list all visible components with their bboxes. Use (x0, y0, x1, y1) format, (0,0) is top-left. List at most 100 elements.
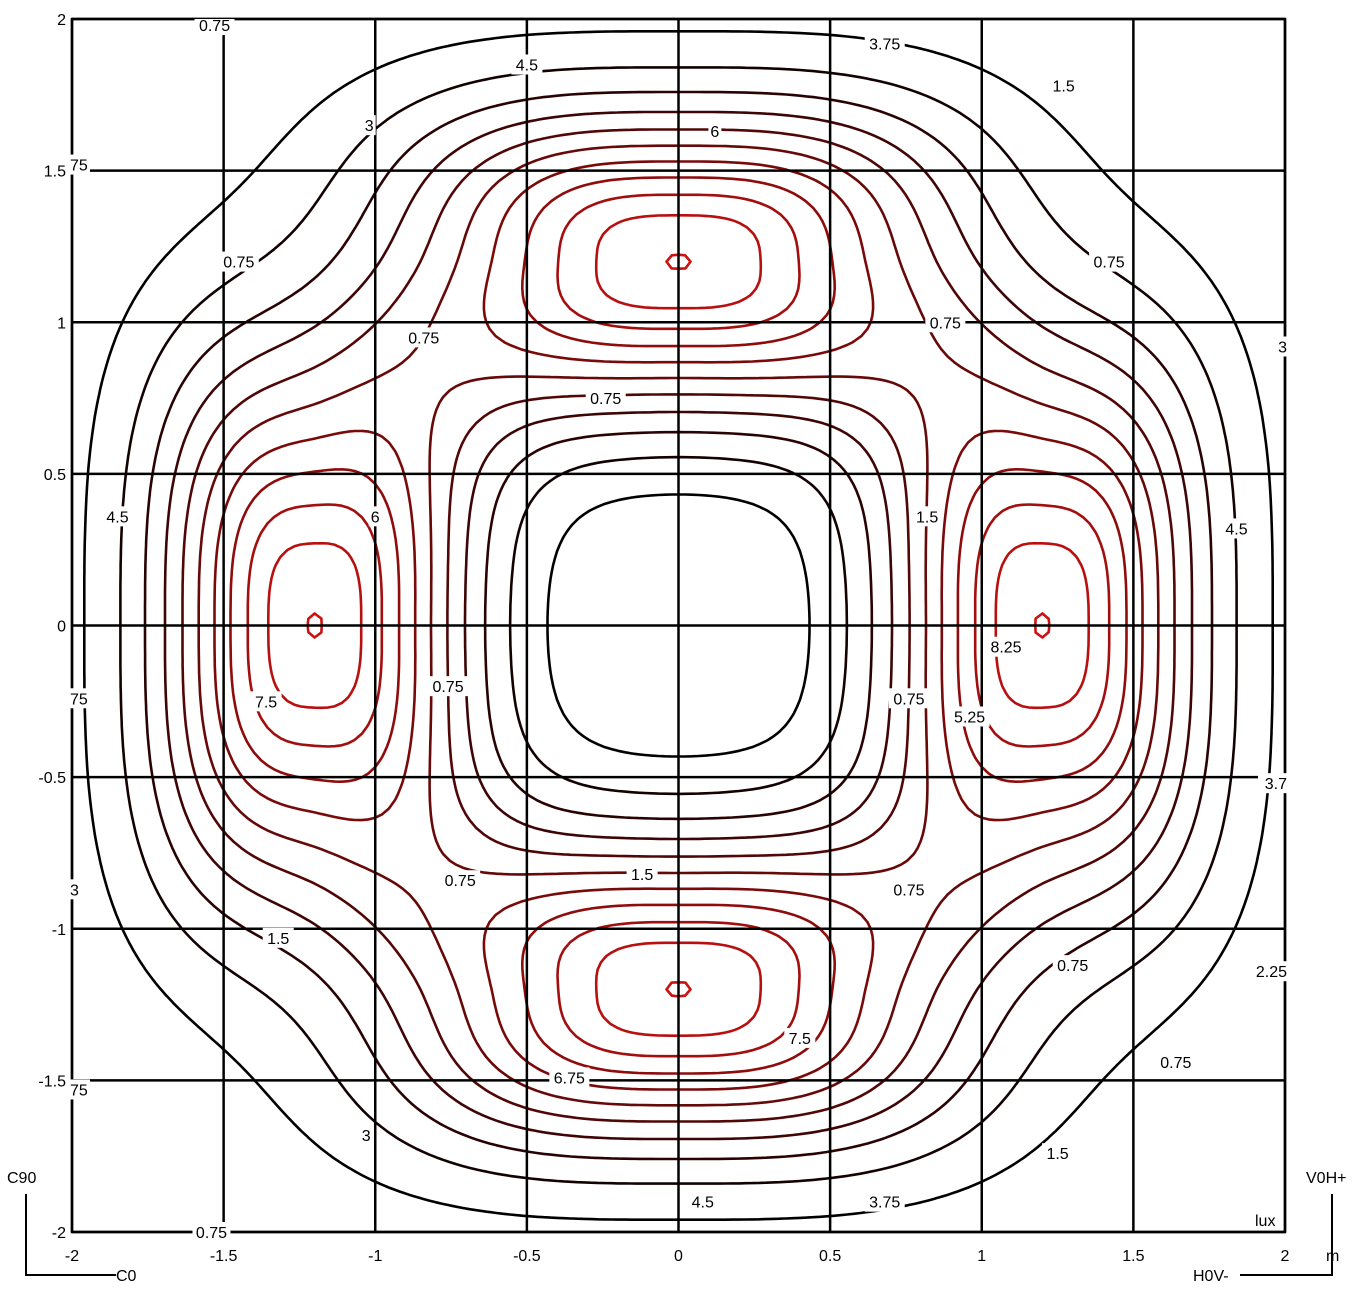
contour-label-background (511, 54, 543, 75)
contour-label: 0.75 (218, 251, 259, 272)
edge-label-text: 75 (70, 691, 88, 708)
orientation-indicator-left: C90 C0 (7, 1170, 137, 1285)
plot-frame (70, 17, 1287, 1234)
contour-label-text: 3 (362, 1128, 371, 1145)
contour-label-background (911, 506, 943, 527)
edge-label-background (70, 688, 90, 709)
contour-label-background (262, 927, 294, 948)
contour-label-background (864, 1191, 905, 1212)
edge-label-text: 75 (70, 1082, 88, 1099)
contour-label-text: 1.5 (267, 931, 289, 948)
contour-label-text: 0.75 (408, 330, 439, 347)
contour-label: 0.75 (1052, 955, 1093, 976)
contour-label-background (1155, 1052, 1196, 1073)
contour-label: 0.75 (1155, 1052, 1196, 1073)
contour-label-text: 0.75 (223, 255, 254, 272)
orientation-bottom-right: H0V- (1193, 1268, 1229, 1285)
y-tick-label: -1 (52, 922, 66, 939)
contour-label-background (986, 636, 1027, 657)
edge-label-text: 0.75 (196, 1225, 227, 1242)
contour-label-background (218, 251, 259, 272)
contour-label: 5.25 (949, 706, 990, 727)
orientation-indicator-right: V0H+ H0V- (1193, 1170, 1346, 1285)
contour-label: 4.5 (101, 506, 133, 526)
edge-contour-label: 75 (70, 154, 90, 175)
contour-label-background (549, 1067, 590, 1088)
contour-label-background (888, 879, 929, 900)
edge-label-text: 75 (70, 158, 88, 175)
contour-label-background (194, 19, 235, 36)
y-tick-label: -0.5 (38, 770, 66, 787)
contour-label-background (1042, 1143, 1074, 1164)
contour-label: 0.75 (888, 688, 929, 709)
contour-line-0.75 (83, 30, 1274, 1221)
contour-label-text: 0.75 (893, 691, 924, 708)
contour-label-background (368, 506, 382, 527)
contour-label-text: 0.75 (930, 315, 961, 332)
contour-label-background (949, 706, 990, 727)
x-tick-label: -2 (65, 1248, 79, 1265)
contour-label: 0.75 (1089, 251, 1130, 272)
contour-label: 1.5 (626, 864, 658, 885)
contour-label: 1.5 (262, 927, 294, 948)
contour-label-background (250, 691, 282, 712)
contour-label-text: 7.5 (255, 694, 277, 711)
orientation-bracket-right (1240, 1194, 1333, 1276)
contour-label-text: 3.75 (869, 36, 900, 53)
edge-label-background (1249, 961, 1287, 982)
contour-label-text: 1.5 (1046, 1146, 1068, 1163)
y-tick-label: 0.5 (44, 467, 66, 484)
edge-label-background (70, 1079, 90, 1100)
x-tick-label: -0.5 (513, 1248, 541, 1265)
y-tick-label: -2 (52, 1225, 66, 1242)
contour-label-background (626, 864, 658, 885)
contour-label-text: 0.75 (432, 679, 463, 696)
contour-label-text: 0.75 (445, 873, 476, 890)
contour-label-text: 3 (365, 118, 374, 135)
grid-lines (70, 17, 1287, 1234)
contour-label: 8.25 (986, 636, 1027, 657)
edge-contour-label: 3 (1276, 336, 1287, 357)
contour-label-text: 0.75 (1160, 1055, 1191, 1072)
contour-label-text: 6 (710, 124, 719, 141)
contour-label-background (925, 312, 966, 333)
contour-label: 0.75 (403, 327, 444, 348)
edge-label-background (70, 154, 90, 175)
x-tick-labels: -2 -1.5 -1 -0.5 0 0.5 1 1.5 2 (65, 1248, 1290, 1265)
contour-label-text: 8.25 (990, 640, 1021, 657)
contour-label-text: 0.75 (590, 391, 621, 408)
contour-label-text: 1.5 (1053, 79, 1075, 96)
x-tick-label: 0 (674, 1248, 683, 1265)
contour-label: 0.75 (888, 879, 929, 900)
edge-label-text: 2.25 (1256, 964, 1287, 981)
contour-label: 4.5 (1220, 518, 1252, 539)
contour-label: 7.5 (250, 691, 282, 712)
contour-label-background (864, 33, 905, 54)
contour-label-text: 0.75 (1057, 958, 1088, 975)
contour-label-text: 4.5 (516, 57, 538, 74)
contour-label-text: 3.75 (869, 1195, 900, 1212)
edge-label-text: 3 (70, 882, 79, 899)
edge-contour-label: 0.75 (192, 1222, 231, 1242)
contour-label-background (585, 388, 626, 409)
edge-label-background (70, 879, 81, 900)
contour-lines (83, 30, 1274, 1221)
contour-label-text: 4.5 (692, 1195, 714, 1212)
contour-label-background (1089, 251, 1130, 272)
x-tick-label: 1 (977, 1248, 986, 1265)
x-tick-label: 1.5 (1122, 1248, 1144, 1265)
contour-label: 0.75 (585, 388, 626, 409)
contour-line-8.25 (306, 253, 1051, 998)
contour-label: 0.75 (925, 312, 966, 333)
contour-label: 4.5 (687, 1191, 719, 1212)
contour-label-text: 7.5 (789, 1031, 811, 1048)
edge-contour-label: 75 (70, 1079, 90, 1100)
contour-label-background (362, 115, 376, 136)
edge-contour-label: 2.25 (1249, 961, 1287, 982)
contour-labels: 0.75 4.5 3.75 1.5 6 3 0.75 0.75 0.75 0.75 0.75 4.5 6… (101, 19, 1252, 1212)
edge-label-background (1276, 336, 1287, 357)
edge-contour-label: 3.7 (1258, 773, 1287, 794)
contour-label: 1.5 (1042, 1143, 1074, 1164)
contour-label-background (1052, 955, 1093, 976)
